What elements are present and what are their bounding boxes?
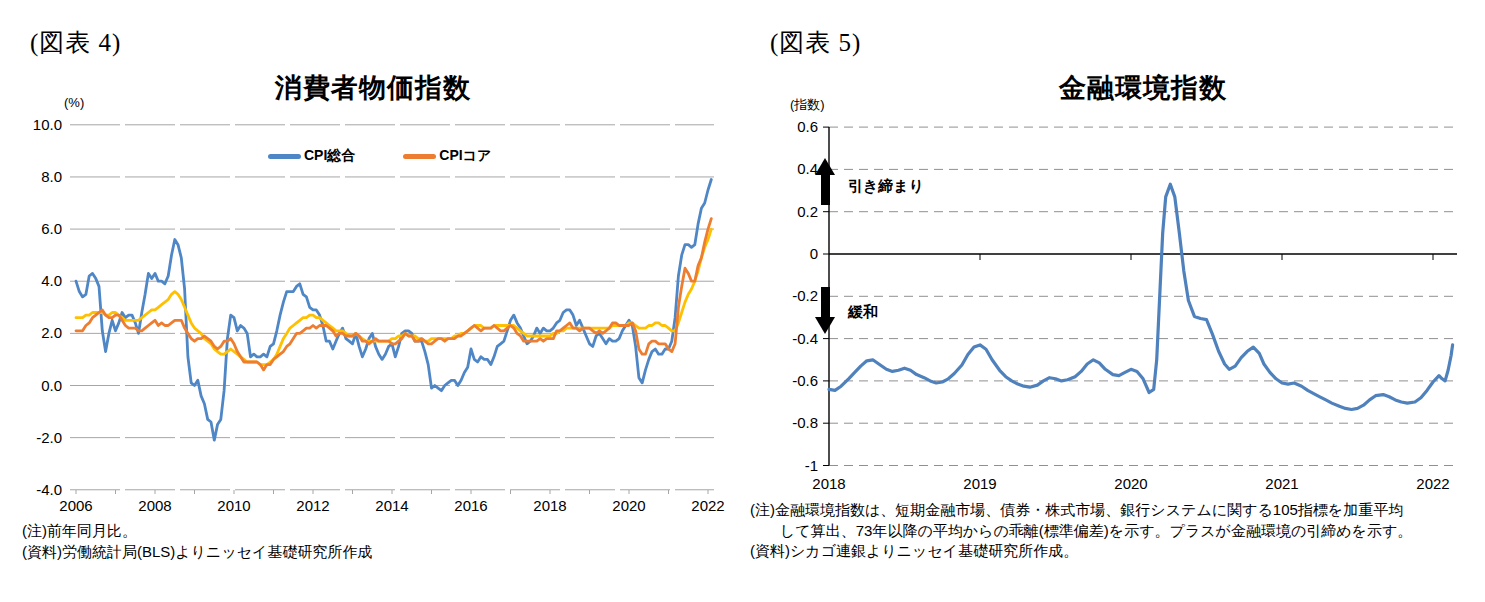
- x-axis-tick-label: 2018: [533, 497, 566, 514]
- series-line-金融環境指数: [829, 184, 1453, 409]
- y-axis-tick-label: -0.8: [792, 414, 818, 431]
- figure-4-unit-label: (%): [64, 95, 84, 110]
- y-axis-tick-label: 0.2: [797, 203, 818, 220]
- y-axis-tick-label: 8.0: [41, 168, 62, 185]
- x-axis-tick-label: 2020: [1114, 475, 1147, 492]
- tightening-arrow-up-icon: [808, 158, 842, 205]
- figure-4-label: (図表 4): [30, 26, 121, 59]
- figure-5-title: 金融環境指数: [829, 70, 1457, 106]
- figure-5-notes: (注)金融環境指数は、短期金融市場、債券・株式市場、銀行システムに関する105指…: [750, 500, 1412, 562]
- easing-arrow-down-icon: [808, 287, 842, 334]
- x-axis-tick-label: 2022: [691, 497, 724, 514]
- report-page: { "figure4": { "label": "(図表 4)", "title…: [0, 0, 1485, 602]
- x-axis-tick-label: 2014: [375, 497, 408, 514]
- y-axis-tick-label: -0.6: [792, 372, 818, 389]
- figure-4-source-line: (資料)労働統計局(BLS)よりニッセイ基礎研究所作成: [22, 542, 372, 563]
- x-axis-tick-label: 2018: [812, 475, 845, 492]
- legend-swatch-cpi-sogo: [268, 154, 301, 159]
- y-axis-tick-label: 6.0: [41, 220, 62, 237]
- legend-item-cpi-core: CPIコア: [403, 147, 491, 165]
- y-axis-tick-label: 2.0: [41, 324, 62, 341]
- easing-annotation: 緩和: [848, 303, 878, 322]
- x-axis-tick-label: 2010: [217, 497, 250, 514]
- figure-4-legend: CPI総合 CPIコア: [268, 147, 491, 165]
- figure-5-label: (図表 5): [770, 26, 861, 59]
- figure-4-notes: (注)前年同月比。 (資料)労働統計局(BLS)よりニッセイ基礎研究所作成: [22, 521, 372, 562]
- x-axis-tick-label: 2019: [963, 475, 996, 492]
- y-axis-tick-label: -2.0: [36, 429, 62, 446]
- figure-5-source-line: (資料)シカゴ連銀よりニッセイ基礎研究所作成。: [750, 541, 1412, 562]
- y-axis-tick-label: -1: [805, 457, 818, 474]
- y-axis-tick-label: 0: [810, 245, 818, 262]
- y-axis-tick-label: 4.0: [41, 272, 62, 289]
- y-axis-tick-label: 10.0: [33, 116, 62, 133]
- x-axis-tick-label: 2016: [454, 497, 487, 514]
- series-line-CPI総合: [76, 180, 711, 441]
- figure-4-title: 消費者物価指数: [0, 70, 746, 106]
- tightening-annotation: 引き締まり: [848, 177, 924, 196]
- x-axis-tick-label: 2022: [1416, 475, 1449, 492]
- x-axis-tick-label: 2020: [612, 497, 645, 514]
- figure-5-note-line-1: (注)金融環境指数は、短期金融市場、債券・株式市場、銀行システムに関する105指…: [750, 500, 1412, 521]
- y-axis-tick-label: -4.0: [36, 481, 62, 498]
- legend-item-cpi-sogo: CPI総合: [268, 147, 355, 165]
- x-axis-tick-label: 2006: [59, 497, 92, 514]
- figure-4-note-line: (注)前年同月比。: [22, 521, 372, 542]
- y-axis-tick-label: 0.0: [41, 377, 62, 394]
- legend-swatch-cpi-core: [403, 154, 436, 159]
- x-axis-tick-label: 2008: [138, 497, 171, 514]
- y-axis-tick-label: 0.6: [797, 118, 818, 135]
- legend-label-cpi-core: CPIコア: [439, 147, 491, 165]
- figure-5-note-line-2: して算出、73年以降の平均からの乖離(標準偏差)を示す。プラスが金融環境の引締め…: [750, 521, 1412, 542]
- figure-5-unit-label: (指数): [790, 96, 825, 114]
- x-axis-tick-label: 2012: [296, 497, 329, 514]
- legend-label-cpi-sogo: CPI総合: [304, 147, 355, 165]
- x-axis-tick-label: 2021: [1265, 475, 1298, 492]
